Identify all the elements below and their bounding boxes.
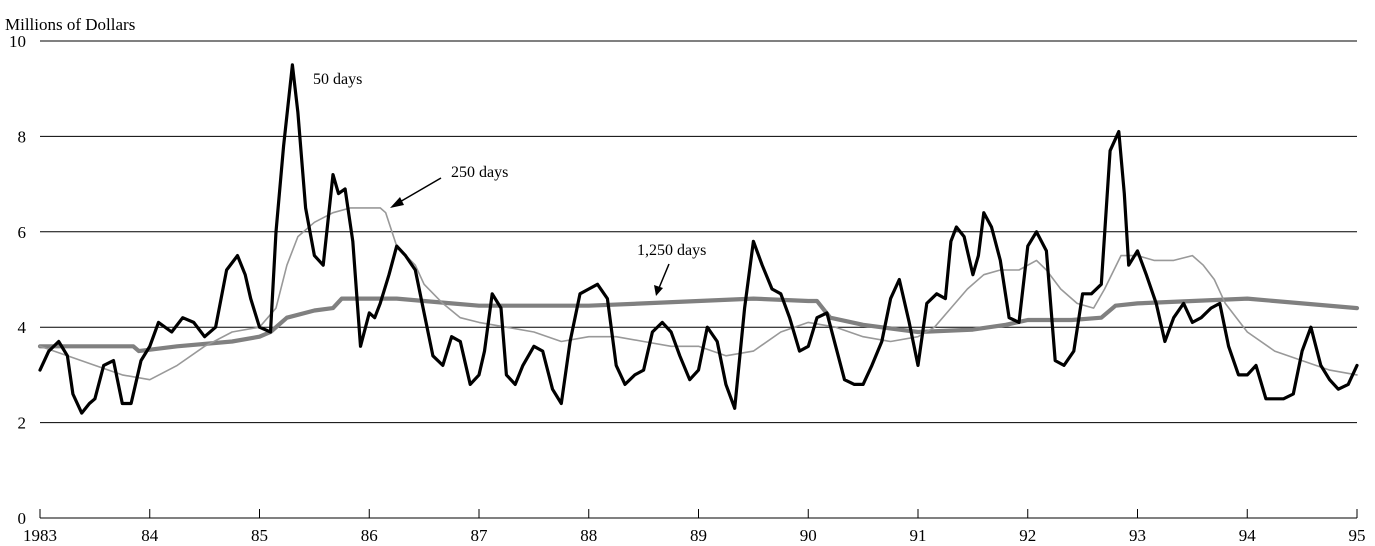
x-tick-label: 94	[1239, 526, 1257, 545]
annotation-250-arrow-line	[397, 177, 442, 204]
series-layer	[37, 63, 1360, 415]
y-axis-label: Millions of Dollars	[5, 15, 135, 34]
x-tick-label: 91	[910, 526, 927, 545]
annotation-1250-days: 1,250 days	[637, 242, 706, 259]
y-tick-label: 2	[18, 414, 27, 433]
x-tick-label: 84	[141, 526, 159, 545]
x-tick-label: 85	[251, 526, 268, 545]
annotation-50-days: 50 days	[313, 71, 362, 88]
annotations: 50 days 250 days 1,250 days	[313, 71, 706, 296]
series-line-1-250-days	[37, 296, 1360, 354]
x-tick-label: 95	[1349, 526, 1366, 545]
annotation-250-arrowhead	[390, 197, 404, 208]
x-tick-label: 90	[800, 526, 817, 545]
annotation-1250-arrow-line	[658, 263, 670, 289]
axes: 0 2 4 6 8 10 1983 84 85 86 87 88 89 90 91 92 93 94 95	[9, 32, 1366, 545]
y-tick-label: 6	[18, 223, 27, 242]
y-tick-label: 4	[18, 318, 27, 337]
annotation-250-days: 250 days	[451, 164, 508, 181]
y-tick-label: 8	[18, 127, 27, 146]
annotation-1250-arrowhead	[654, 285, 663, 296]
x-tick-label: 88	[580, 526, 597, 545]
series-line-250-days	[39, 207, 1358, 381]
series-line-50-days	[38, 63, 1359, 415]
x-tick-label: 92	[1019, 526, 1036, 545]
x-tick-label: 86	[361, 526, 378, 545]
x-tick-label: 87	[471, 526, 489, 545]
y-tick-label: 10	[9, 32, 26, 51]
y-tick-label: 0	[18, 509, 27, 528]
x-tick-label: 89	[690, 526, 707, 545]
x-tick-label: 93	[1129, 526, 1146, 545]
x-tick-label: 1983	[23, 526, 57, 545]
gridlines	[40, 40, 1357, 424]
